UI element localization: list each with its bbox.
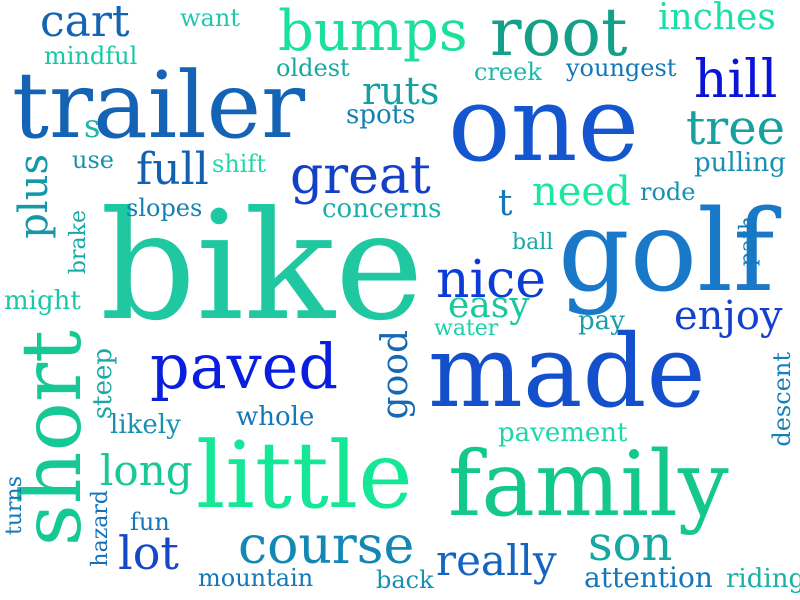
word-need: need (532, 169, 631, 215)
word-son: son (588, 516, 673, 572)
word-use: use (72, 146, 114, 174)
word-trailer: trailer (12, 52, 306, 159)
word-back: back (376, 566, 434, 594)
word-creek: creek (474, 58, 542, 86)
word-attention: attention (584, 561, 713, 594)
word-pavement: pavement (498, 418, 628, 448)
word-shift: shift (212, 150, 266, 178)
word-easy: easy (448, 285, 530, 326)
word-bike: bike (100, 180, 424, 354)
word-plus: plus (11, 154, 57, 239)
word-spots: spots (346, 100, 416, 130)
word-inches: inches (658, 0, 776, 38)
word-one: one (448, 63, 640, 185)
word-concerns: concerns (322, 194, 442, 224)
word-really: really (436, 536, 557, 585)
word-turns: turns (2, 476, 27, 535)
word-course: course (238, 516, 415, 576)
word-fun: fun (130, 508, 170, 536)
word-long: long (100, 446, 193, 495)
word-bumps: bumps (278, 0, 468, 64)
word-likely: likely (110, 410, 181, 440)
word-want: want (180, 4, 240, 32)
word-ruts: ruts (362, 69, 440, 113)
word-oldest: oldest (276, 54, 350, 82)
word-brake: brake (66, 210, 91, 275)
word-water: water (434, 316, 499, 341)
word-paved: paved (150, 330, 339, 403)
word-lot: lot (118, 526, 179, 580)
word-made: made (428, 313, 706, 430)
word-whole: whole (236, 402, 315, 432)
word-steep: steep (88, 348, 118, 420)
word-hill: hill (694, 50, 778, 110)
word-rode: rode (640, 178, 696, 206)
word-tree: tree (686, 100, 786, 156)
word-root: root (490, 0, 628, 71)
word-riding: riding (726, 564, 800, 594)
word-might: might (4, 286, 81, 316)
word-mindful: mindful (44, 42, 138, 70)
word-pay: pay (578, 306, 625, 336)
word-cart: cart (40, 0, 130, 47)
word-great: great (290, 146, 431, 206)
word-nice: nice (436, 250, 547, 310)
word-hazard: hazard (88, 490, 113, 567)
word-mountain: mountain (198, 564, 314, 592)
word-good: good (375, 330, 416, 420)
word-ball: ball (512, 230, 554, 255)
word-descent: descent (768, 352, 796, 447)
word-family: family (448, 432, 729, 537)
word-little: little (196, 422, 413, 529)
word-full: full (136, 144, 209, 195)
word-t: t (498, 183, 513, 224)
word-s: s (84, 107, 101, 145)
word-path: path (736, 216, 761, 267)
word-pulling: pulling (694, 148, 786, 178)
word-golf: golf (558, 187, 775, 317)
word-slopes: slopes (126, 194, 203, 222)
word-enjoy: enjoy (674, 293, 783, 339)
word-youngest: youngest (566, 54, 677, 82)
